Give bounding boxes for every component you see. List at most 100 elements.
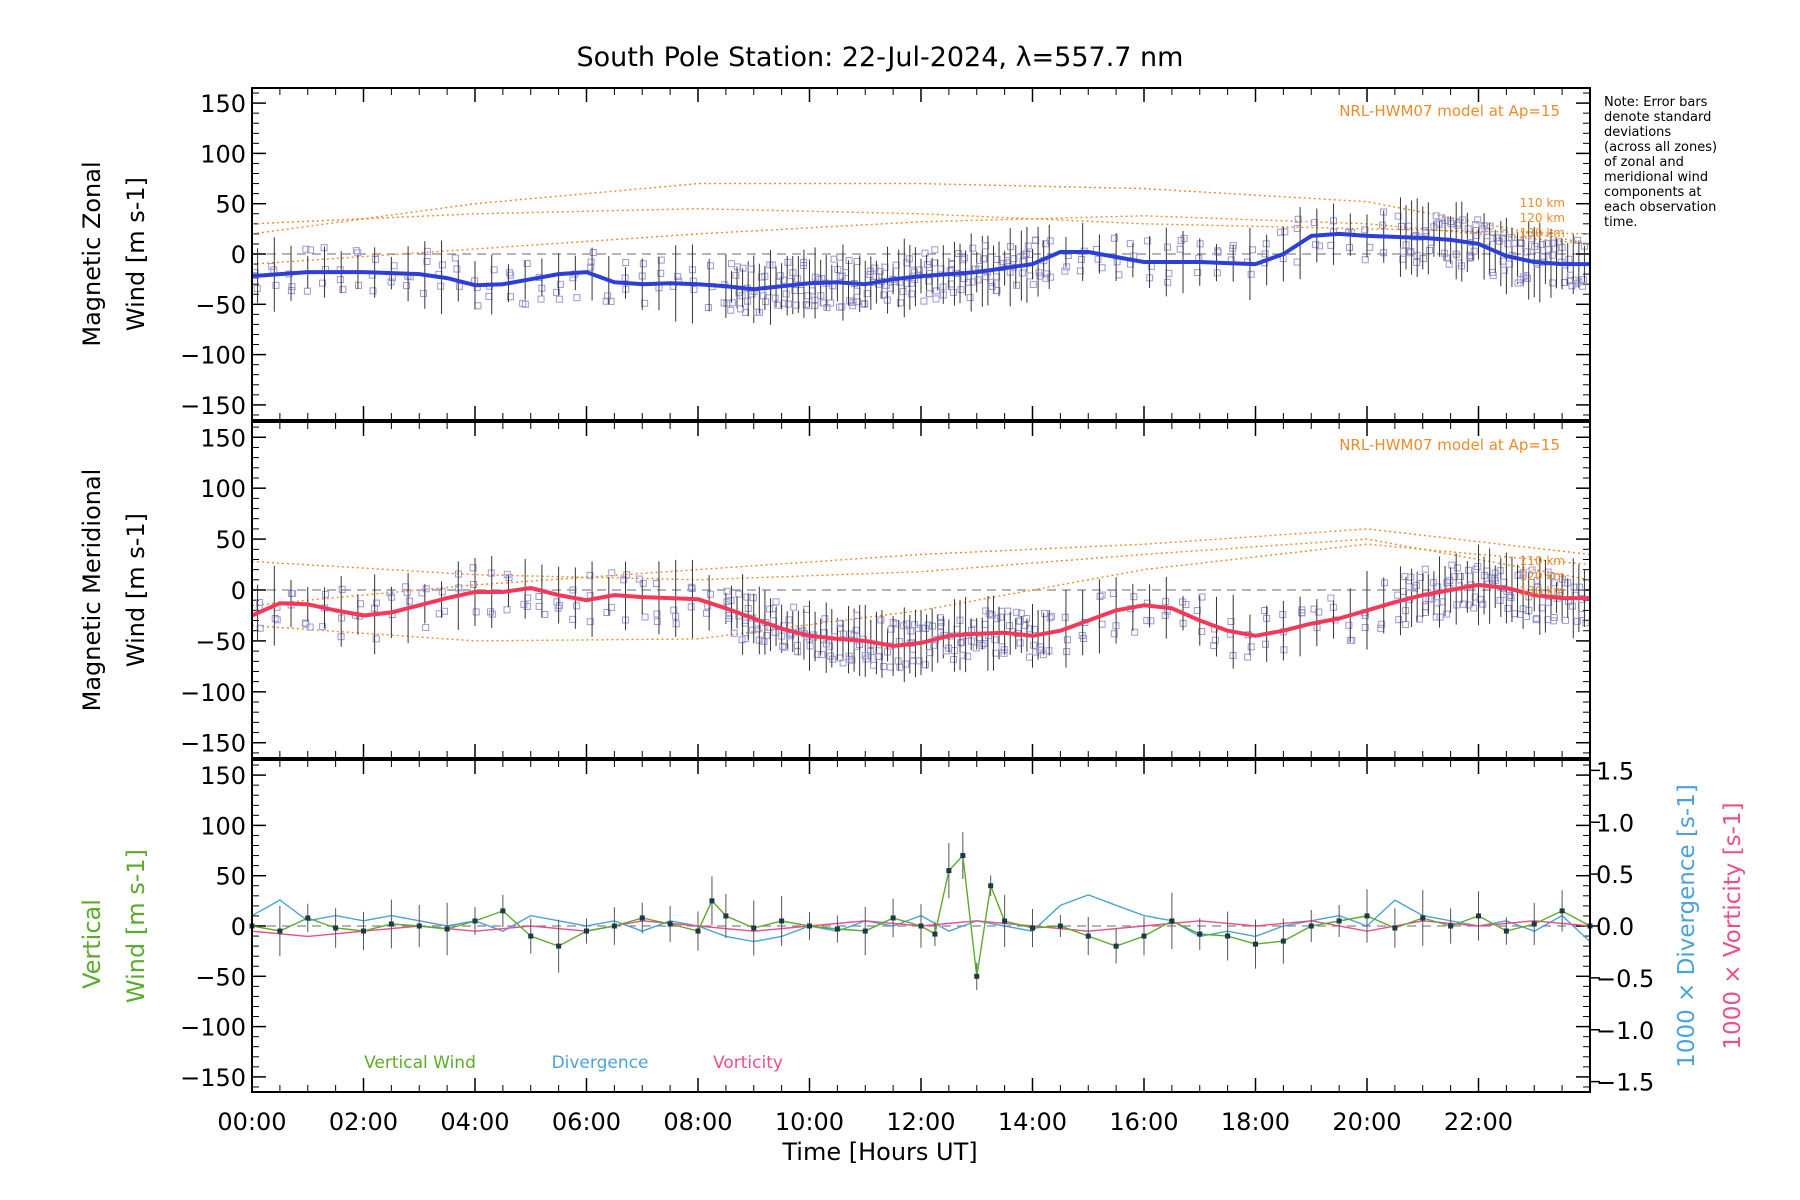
y-tick-label: 150 (200, 762, 246, 790)
scatter-point (771, 294, 779, 302)
scatter-point (537, 295, 545, 303)
scatter-point (779, 642, 787, 650)
scatter-point (469, 564, 477, 572)
scatter-point (1460, 600, 1468, 608)
panel-zonal: 150 100 50 0 −50 −100 −150 NRL-HWM07 model at A… (78, 87, 1591, 421)
note-line: each observation (1604, 200, 1716, 215)
scatter-point (1574, 236, 1582, 244)
scatter-point (998, 607, 1006, 615)
scatter-point (785, 616, 793, 624)
scatter-point (589, 248, 597, 256)
scatter-point (1144, 237, 1152, 245)
scatter-point (1534, 583, 1542, 591)
scatter-point (1046, 614, 1054, 622)
scatter-point (451, 254, 459, 262)
scatter-point (892, 261, 900, 269)
vertical-wind-point (1280, 938, 1286, 944)
scatter-point (1312, 241, 1320, 249)
scatter-point (1110, 234, 1118, 242)
scatter-point (753, 625, 761, 633)
scatter-point (826, 642, 834, 650)
scatter-point (302, 245, 310, 253)
model-curve (251, 538, 1591, 581)
scatter-point (1042, 274, 1050, 282)
scatter-point (1013, 608, 1021, 616)
scatter-point (959, 256, 967, 264)
scatter-point (1464, 225, 1472, 233)
scatter-point (1505, 260, 1513, 268)
scatter-point (506, 293, 514, 301)
note-line: of zonal and (1604, 155, 1684, 170)
scatter-point (1063, 648, 1071, 656)
scatter-point (524, 594, 532, 602)
scatter-point (1016, 639, 1024, 647)
scatter-point (1063, 636, 1071, 644)
scatter-point (1198, 593, 1206, 601)
scatter-point (639, 260, 647, 268)
scatter-point (1041, 609, 1049, 617)
vertical-wind-point (960, 853, 966, 859)
scatter-point (472, 608, 480, 616)
scatter-point (474, 302, 482, 310)
vertical-wind-point (556, 943, 562, 949)
scatter-point (422, 585, 430, 593)
scatter-point (505, 574, 513, 582)
scatter-point (1565, 255, 1573, 263)
scatter-point (1048, 612, 1056, 620)
scatter-point (622, 259, 630, 267)
scatter-point (852, 626, 860, 634)
scatter-point (403, 589, 411, 597)
scatter-point (1310, 219, 1318, 227)
scatter-point (1161, 611, 1169, 619)
y-tick-label: 100 (200, 475, 246, 503)
scatter-point (1453, 601, 1461, 609)
scatter-point (1490, 574, 1498, 582)
scatter-point (1261, 607, 1269, 615)
scatter-point (991, 636, 999, 644)
scatter-point (806, 642, 814, 650)
note-line: (across all zones) (1604, 140, 1717, 155)
scatter-point (1381, 579, 1388, 587)
scatter-point (993, 255, 1001, 263)
scatter-point (1043, 270, 1051, 278)
scatter-point (725, 614, 733, 622)
scatter-point (969, 244, 977, 252)
scatter-point (1366, 243, 1374, 251)
scatter-point (690, 285, 698, 293)
scatter-point (1029, 280, 1037, 288)
vertical-wind-point (1364, 913, 1370, 919)
scatter-point (1361, 624, 1369, 632)
vertical-wind-point (862, 928, 868, 934)
scatter-point (980, 640, 988, 648)
scatter-point (1327, 241, 1335, 249)
y-tick-label: 150 (200, 424, 246, 452)
scatter-point (1401, 573, 1409, 581)
scatter-point (754, 621, 762, 629)
scatter-point (1417, 573, 1425, 581)
scatter-point (720, 299, 728, 307)
scatter-point (703, 609, 711, 617)
scatter-point (1143, 616, 1151, 624)
scatter-point (876, 652, 884, 660)
scatter-point (704, 304, 712, 312)
scatter-point (423, 258, 431, 266)
scatter-point (1422, 229, 1430, 237)
scatter-point (1434, 583, 1442, 591)
scatter-point (1176, 245, 1184, 253)
scatter-point (1479, 600, 1487, 608)
x-axis-label: Time [Hours UT] (781, 1138, 977, 1166)
scatter-point (894, 657, 902, 665)
scatter-point (728, 299, 736, 307)
scatter-point (1031, 625, 1039, 633)
scatter-point (369, 287, 377, 295)
scatter-point (1570, 583, 1578, 591)
y-tick-label: 50 (215, 191, 246, 219)
scatter-point (1395, 616, 1403, 624)
scatter-point (790, 603, 798, 611)
scatter-point (915, 266, 923, 274)
scatter-point (652, 579, 660, 587)
scatter-point (1378, 620, 1386, 628)
scatter-point (1298, 609, 1306, 617)
scatter-point (1198, 628, 1206, 636)
y-tick-label: −150 (180, 1064, 246, 1092)
